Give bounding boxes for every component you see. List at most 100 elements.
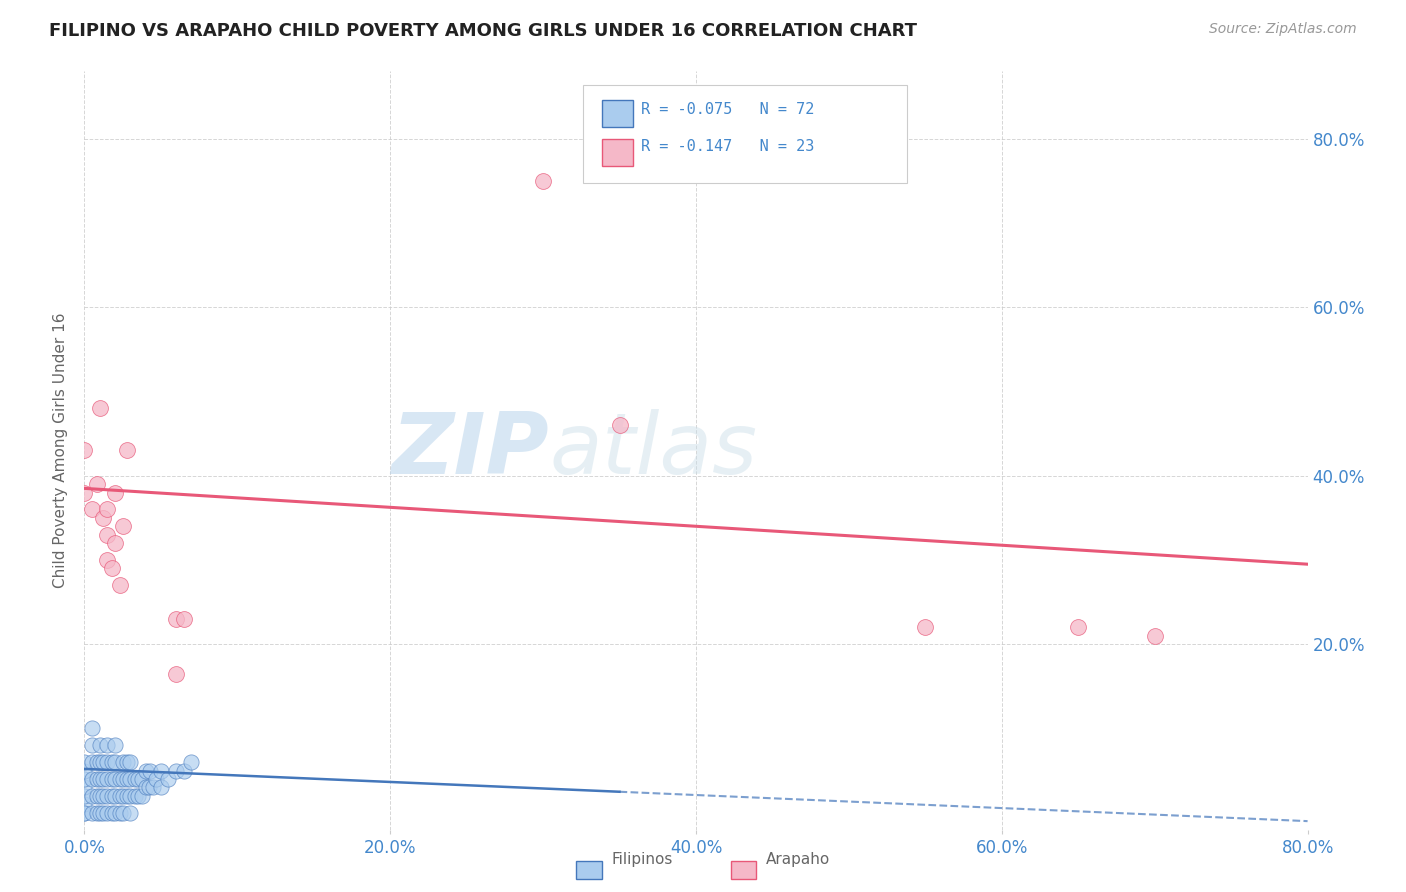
- Point: [173, 612, 195, 626]
- Point: [135, 764, 157, 778]
- Point: [89, 772, 111, 786]
- Point: [165, 666, 187, 681]
- Point: [73, 789, 96, 803]
- Point: [80, 772, 103, 786]
- Point: [89, 401, 111, 416]
- Point: [73, 443, 96, 458]
- Point: [80, 502, 103, 516]
- Point: [89, 739, 111, 753]
- Point: [86, 789, 108, 803]
- Point: [96, 502, 118, 516]
- Text: ZIP: ZIP: [391, 409, 550, 492]
- Point: [73, 485, 96, 500]
- Point: [157, 772, 180, 786]
- Point: [96, 553, 118, 567]
- Point: [86, 477, 108, 491]
- Point: [145, 772, 167, 786]
- Point: [111, 519, 134, 533]
- Text: R = -0.075   N = 72: R = -0.075 N = 72: [641, 102, 814, 117]
- Point: [91, 511, 114, 525]
- Point: [149, 780, 172, 795]
- Point: [96, 755, 118, 769]
- Point: [104, 772, 127, 786]
- Point: [609, 418, 631, 433]
- Point: [91, 805, 114, 820]
- Point: [108, 578, 131, 592]
- Point: [96, 739, 118, 753]
- Point: [120, 805, 142, 820]
- Point: [91, 789, 114, 803]
- Point: [127, 789, 149, 803]
- Point: [96, 789, 118, 803]
- Point: [1067, 620, 1090, 634]
- Point: [101, 805, 124, 820]
- Point: [80, 722, 103, 736]
- Point: [73, 805, 96, 820]
- Point: [104, 536, 127, 550]
- Point: [120, 789, 142, 803]
- Point: [86, 755, 108, 769]
- Point: [80, 755, 103, 769]
- Point: [86, 772, 108, 786]
- Point: [165, 764, 187, 778]
- Point: [80, 739, 103, 753]
- Point: [104, 485, 127, 500]
- Point: [115, 755, 138, 769]
- Text: FILIPINO VS ARAPAHO CHILD POVERTY AMONG GIRLS UNDER 16 CORRELATION CHART: FILIPINO VS ARAPAHO CHILD POVERTY AMONG …: [49, 22, 917, 40]
- Point: [104, 789, 127, 803]
- Point: [108, 805, 131, 820]
- Point: [127, 772, 149, 786]
- Point: [173, 764, 195, 778]
- Point: [115, 789, 138, 803]
- Point: [80, 805, 103, 820]
- Point: [914, 620, 936, 634]
- Point: [104, 805, 127, 820]
- Point: [86, 805, 108, 820]
- Point: [89, 755, 111, 769]
- Point: [108, 789, 131, 803]
- Point: [115, 443, 138, 458]
- Point: [138, 780, 160, 795]
- Point: [115, 772, 138, 786]
- Point: [111, 772, 134, 786]
- Point: [120, 772, 142, 786]
- Point: [111, 755, 134, 769]
- Y-axis label: Child Poverty Among Girls Under 16: Child Poverty Among Girls Under 16: [53, 313, 69, 588]
- Point: [73, 805, 96, 820]
- Point: [80, 789, 103, 803]
- Point: [96, 805, 118, 820]
- Point: [91, 772, 114, 786]
- Text: atlas: atlas: [550, 409, 758, 492]
- Point: [73, 772, 96, 786]
- Point: [131, 789, 153, 803]
- Text: R = -0.147   N = 23: R = -0.147 N = 23: [641, 139, 814, 154]
- Point: [531, 174, 554, 188]
- Text: Arapaho: Arapaho: [766, 852, 831, 867]
- Point: [96, 527, 118, 541]
- Point: [104, 739, 127, 753]
- Point: [111, 789, 134, 803]
- Point: [73, 780, 96, 795]
- Point: [124, 789, 146, 803]
- Point: [111, 805, 134, 820]
- Point: [131, 772, 153, 786]
- Point: [120, 755, 142, 769]
- Point: [101, 561, 124, 575]
- Point: [101, 755, 124, 769]
- Point: [124, 772, 146, 786]
- Point: [139, 764, 162, 778]
- Point: [91, 755, 114, 769]
- Point: [180, 755, 202, 769]
- Point: [108, 772, 131, 786]
- Point: [1143, 629, 1166, 643]
- Point: [73, 755, 96, 769]
- Point: [142, 780, 165, 795]
- Point: [101, 789, 124, 803]
- Point: [104, 755, 127, 769]
- Point: [149, 764, 172, 778]
- Text: Source: ZipAtlas.com: Source: ZipAtlas.com: [1209, 22, 1357, 37]
- Point: [73, 797, 96, 812]
- Point: [165, 612, 187, 626]
- Point: [96, 772, 118, 786]
- Point: [135, 780, 157, 795]
